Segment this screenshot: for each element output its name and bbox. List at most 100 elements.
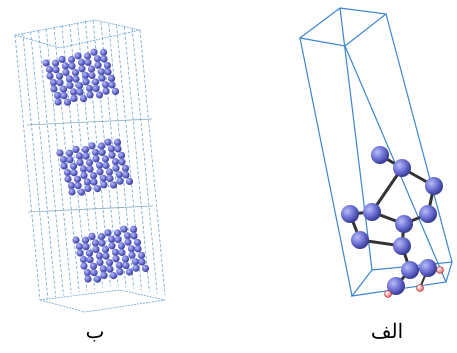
atom: [50, 79, 57, 86]
atom: [134, 245, 141, 252]
atom: [60, 86, 67, 93]
atom: [126, 178, 133, 185]
atom: [92, 78, 99, 85]
atom: [96, 91, 103, 98]
atom: [122, 262, 129, 269]
atom: [132, 265, 139, 272]
atom: [56, 149, 63, 156]
atom: [86, 85, 93, 92]
atom: [92, 149, 99, 156]
atom: [68, 188, 75, 195]
atom: [82, 237, 89, 244]
atom: [58, 56, 65, 63]
atom: [80, 95, 87, 102]
atom: [62, 62, 69, 69]
atom: [82, 72, 89, 79]
atom: [100, 49, 107, 56]
atom: [100, 265, 107, 272]
atom: [68, 56, 75, 63]
molecule: [341, 146, 444, 298]
atom: [98, 75, 105, 82]
atom: [108, 145, 115, 152]
cell-top: [300, 8, 386, 46]
atom: [64, 175, 71, 182]
atom: [84, 269, 91, 276]
atom: [60, 92, 67, 99]
atom: [134, 239, 141, 246]
atom: [106, 259, 113, 266]
atom: [82, 146, 89, 153]
box-line: [132, 28, 157, 293]
atom: [102, 155, 109, 162]
atom: [124, 232, 131, 239]
atom: [76, 243, 83, 250]
atom: [122, 255, 129, 262]
atom: [363, 203, 381, 221]
atom: [102, 162, 109, 169]
atom: [100, 181, 107, 188]
atom: [395, 215, 413, 233]
atom: [84, 275, 91, 282]
atom: [112, 249, 119, 256]
atom: [118, 242, 125, 249]
atom: [96, 252, 103, 259]
atom: [82, 243, 89, 250]
atom: [110, 272, 117, 279]
atom: [100, 272, 107, 279]
atom: [108, 242, 115, 249]
atom: [80, 262, 87, 269]
atom: [393, 159, 411, 177]
atom: [116, 171, 123, 178]
atom: [100, 55, 107, 62]
atom: [132, 258, 139, 265]
atom: [98, 233, 105, 240]
atom: [104, 139, 111, 146]
atom: [102, 88, 109, 95]
atom: [112, 255, 119, 262]
atom: [86, 250, 93, 257]
atom: [64, 169, 71, 176]
atom: [76, 159, 83, 166]
atom: [419, 205, 437, 223]
atom: [80, 172, 87, 179]
cell-edge: [300, 38, 352, 296]
h-atom: [417, 285, 424, 292]
atom: [86, 159, 93, 166]
atom: [92, 85, 99, 92]
atom: [130, 226, 137, 233]
atom: [104, 62, 111, 69]
atom: [118, 249, 125, 256]
atom: [90, 269, 97, 276]
atom: [94, 276, 101, 283]
atom: [72, 69, 79, 76]
atom: [56, 79, 63, 86]
figure: ب الف: [0, 0, 457, 353]
atom: [66, 75, 73, 82]
atom: [74, 182, 81, 189]
atom: [78, 65, 85, 72]
atom: [108, 81, 115, 88]
atom: [124, 239, 131, 246]
atom: [84, 185, 91, 192]
atom: [341, 205, 359, 223]
atom: [80, 165, 87, 172]
atom: [76, 82, 83, 89]
atom: [68, 63, 75, 70]
label-right: الف: [371, 319, 403, 343]
atom: [118, 152, 125, 159]
atom: [118, 158, 125, 165]
atom: [114, 236, 121, 243]
atom: [84, 59, 91, 66]
atom: [94, 185, 101, 192]
atom: [120, 226, 127, 233]
box-line: [15, 35, 40, 300]
atom: [116, 268, 123, 275]
atom: [70, 163, 77, 170]
atom: [94, 62, 101, 69]
atom: [126, 268, 133, 275]
atom: [142, 265, 149, 272]
atom: [70, 88, 77, 95]
atom: [74, 52, 81, 59]
atom: [114, 145, 121, 152]
atom: [112, 158, 119, 165]
